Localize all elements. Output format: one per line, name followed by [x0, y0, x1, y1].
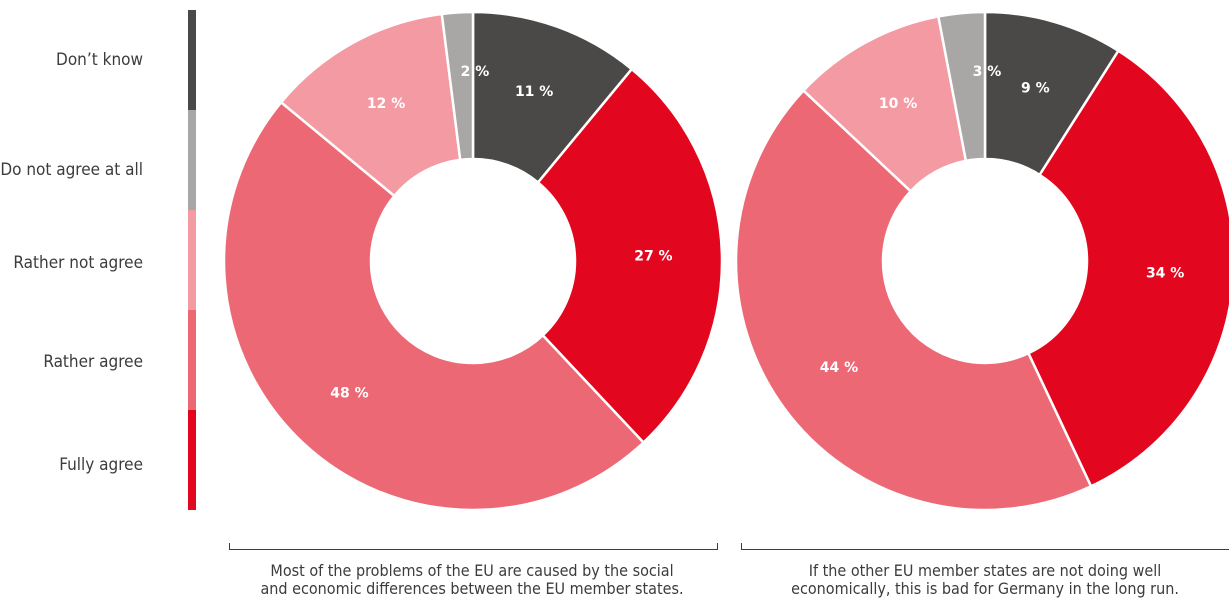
legend-label-rather-not-agree: Rather not agree [13, 253, 143, 273]
legend-swatch-do-not-agree [188, 110, 196, 210]
legend-swatch-rather-not-agree [188, 210, 196, 310]
legend-label-rather-agree: Rather agree [43, 352, 143, 372]
chart1-label-don-t-know: 11 % [515, 84, 553, 100]
chart1-slice-rather-not-agree [279, 12, 462, 198]
chart1-slice-rather-agree [222, 100, 646, 512]
chart2-label-don-t-know: 9 % [1021, 81, 1050, 97]
chart1-label-fully-agree: 27 % [634, 248, 672, 264]
caption-left-line2: and economic differences between the EU … [260, 579, 684, 598]
chart2-slice-do-not-agree-at-all [936, 10, 987, 163]
chart1-label-do-not-agree-at-all: 2 % [461, 64, 490, 80]
caption-bracket-left [229, 543, 718, 550]
legend: Don’t know Do not agree at all Rather no… [0, 10, 200, 510]
caption-left-line1: Most of the problems of the EU are cause… [270, 561, 674, 580]
chart-caption-right: If the other EU member states are not do… [735, 562, 1229, 598]
chart2-label-rather-not-agree: 10 % [879, 96, 917, 112]
chart2-slice-rather-agree [734, 88, 1093, 512]
chart2-label-rather-agree: 44 % [820, 360, 858, 376]
chart2-slice-fully-agree [1026, 49, 1229, 488]
chart1-label-rather-agree: 48 % [330, 386, 368, 402]
legend-label-dont-know: Don’t know [56, 50, 143, 70]
chart1-slice-fully-agree [536, 67, 724, 445]
chart1-slice-don-t-know [471, 10, 634, 185]
chart1-label-rather-not-agree: 12 % [367, 96, 405, 112]
caption-right-line2: economically, this is bad for Germany in… [791, 579, 1179, 598]
legend-label-fully-agree: Fully agree [59, 455, 143, 475]
chart2-label-do-not-agree-at-all: 3 % [973, 64, 1002, 80]
legend-swatch-dont-know [188, 10, 196, 110]
chart2-label-fully-agree: 34 % [1146, 265, 1184, 281]
caption-right-line1: If the other EU member states are not do… [808, 561, 1162, 580]
chart-caption-left: Most of the problems of the EU are cause… [222, 562, 722, 598]
legend-swatch-fully-agree [188, 410, 196, 510]
legend-label-do-not-agree: Do not agree at all [0, 160, 143, 180]
legend-swatch-rather-agree [188, 310, 196, 410]
chart1-slice-do-not-agree-at-all [440, 10, 475, 162]
caption-bracket-right [741, 543, 1229, 550]
